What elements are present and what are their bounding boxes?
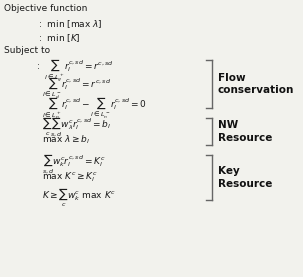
Text: :  $\sum_{l \in L_g^+} r_l^{c,sd} = r^{c,sd}$: : $\sum_{l \in L_g^+} r_l^{c,sd} = r^{c,…: [36, 57, 114, 84]
Text: $\sum_c \sum_{s,d} w_\lambda^c r_l^{c,sd} = b_l$: $\sum_c \sum_{s,d} w_\lambda^c r_l^{c,sd…: [42, 116, 111, 139]
Text: Flow
conservation: Flow conservation: [218, 73, 295, 95]
Text: $K \geq \sum_c w_k^c$ max $K^c$: $K \geq \sum_c w_k^c$ max $K^c$: [42, 187, 116, 209]
Text: max $K^c \geq K_l^c$: max $K^c \geq K_l^c$: [42, 170, 98, 184]
Text: $\sum_{l \in L_d^-} r_l^{c,sd} = r^{c,sd}$: $\sum_{l \in L_d^-} r_l^{c,sd} = r^{c,sd…: [42, 76, 111, 101]
Text: NW
Resource: NW Resource: [218, 120, 272, 143]
Text: $\sum_{s,d} w_k^c r_l^{c,sd} = K_l^c$: $\sum_{s,d} w_k^c r_l^{c,sd} = K_l^c$: [42, 153, 105, 176]
Text: Objective function: Objective function: [4, 4, 87, 13]
Text: :  min $[K]$: : min $[K]$: [38, 32, 81, 44]
Text: $\sum_{l \in L_n^+} r_l^{c,sd} - \sum_{l \in L_n^-} r_l^{c,sd} = 0$: $\sum_{l \in L_n^+} r_l^{c,sd} - \sum_{l…: [42, 95, 147, 121]
Text: :  min [max $\lambda$]: : min [max $\lambda$]: [38, 18, 103, 30]
Text: Subject to: Subject to: [4, 46, 50, 55]
Text: max $\lambda \geq b_l$: max $\lambda \geq b_l$: [42, 134, 90, 147]
Text: Key
Resource: Key Resource: [218, 166, 272, 189]
